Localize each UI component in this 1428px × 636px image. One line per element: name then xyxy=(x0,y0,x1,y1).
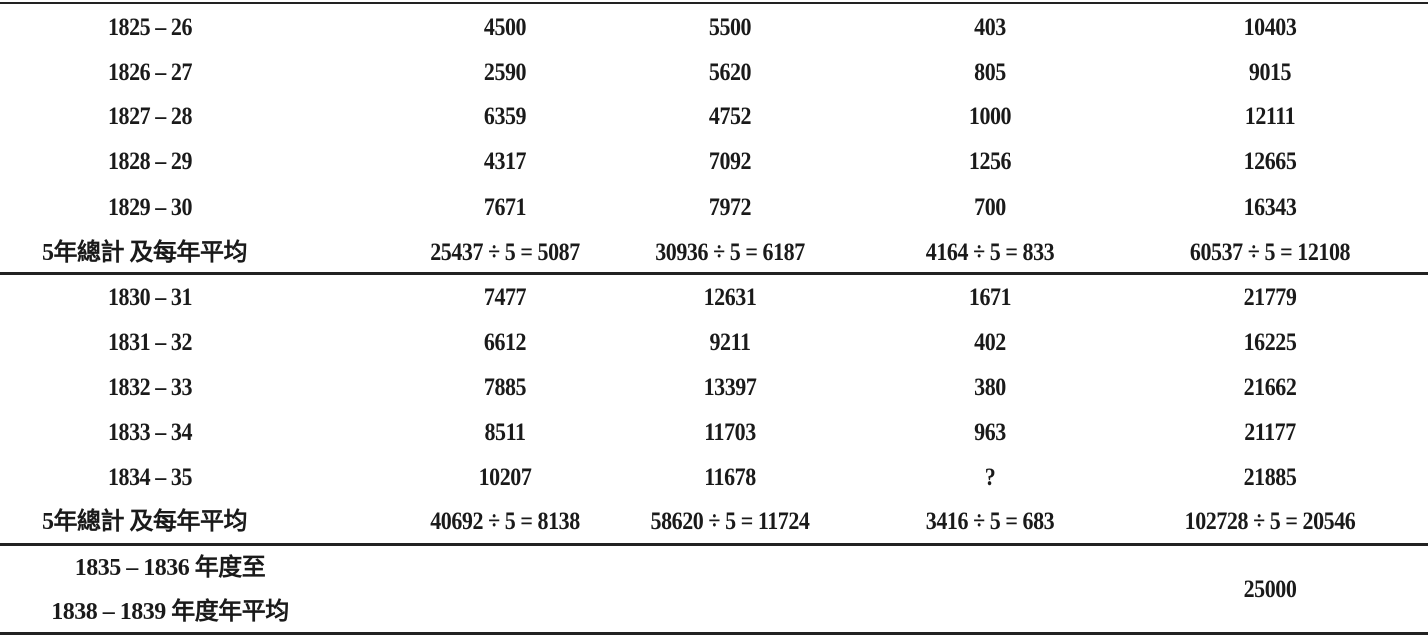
cell-col3: 380 xyxy=(974,374,1006,401)
summary-col1: 40692 ÷ 5 = 8138 xyxy=(430,508,580,535)
cell-col1: 2590 xyxy=(483,59,527,86)
cell-col1: 7885 xyxy=(483,374,527,401)
table-row: 1833 – 34 8511 11703 963 21177 xyxy=(0,411,1428,455)
cell-col2: 5500 xyxy=(708,14,752,41)
cell-total: 21885 xyxy=(1243,464,1297,491)
cell-year: 1834 – 35 xyxy=(107,464,193,491)
top-rule xyxy=(0,2,1428,4)
table-row: 1831 – 32 6612 9211 402 16225 xyxy=(0,321,1428,365)
cell-col3: ? xyxy=(984,464,996,491)
cell-year: 1828 – 29 xyxy=(107,148,193,175)
cell-col1: 10207 xyxy=(478,464,532,491)
cell-total: 12665 xyxy=(1243,148,1297,175)
cell-col2: 5620 xyxy=(708,59,752,86)
cell-col3: 402 xyxy=(974,329,1006,356)
cell-col3: 1256 xyxy=(968,148,1012,175)
bottom-rule xyxy=(0,632,1428,635)
table-row: 1825 – 26 4500 5500 403 10403 xyxy=(0,6,1428,50)
cell-col3: 403 xyxy=(974,14,1006,41)
summary-col3: 4164 ÷ 5 = 833 xyxy=(925,239,1055,266)
table-row: 1834 – 35 10207 11678? 21885 xyxy=(0,456,1428,500)
cell-total: 21779 xyxy=(1243,284,1297,311)
cell-col1: 4317 xyxy=(483,148,527,175)
cell-col1: 6359 xyxy=(483,103,527,130)
mid-rule-1 xyxy=(0,272,1428,275)
final-label-line1: 1835 – 1836 年度至 xyxy=(74,555,266,581)
final-row: 1835 – 1836 年度至 1838 – 1839 年度年平均 25000 xyxy=(0,546,1428,634)
cell-col2: 9211 xyxy=(709,329,751,356)
cell-col2: 7092 xyxy=(708,148,752,175)
summary-year: 5年總計 及每年平均 xyxy=(42,240,248,266)
cell-year: 1831 – 32 xyxy=(107,329,193,356)
cell-col3: 805 xyxy=(974,59,1006,86)
cell-total: 16343 xyxy=(1243,194,1297,221)
summary-col1: 25437 ÷ 5 = 5087 xyxy=(430,239,580,266)
cell-total: 21177 xyxy=(1244,419,1296,446)
cell-total: 9015 xyxy=(1248,59,1292,86)
cell-total: 21662 xyxy=(1243,374,1297,401)
table-row: 1829 – 30 7671 7972 700 16343 xyxy=(0,186,1428,230)
cell-year: 1832 – 33 xyxy=(107,374,193,401)
summary-row: 5年總計 及每年平均 25437 ÷ 5 = 5087 30936 ÷ 5 = 61… xyxy=(0,231,1428,275)
cell-col1: 7671 xyxy=(483,194,527,221)
mid-rule-2 xyxy=(0,543,1428,546)
table-row: 1830 – 31 7477 12631 1671 21779 xyxy=(0,276,1428,320)
cell-year: 1833 – 34 xyxy=(107,419,193,446)
cell-year: 1829 – 30 xyxy=(107,194,193,221)
cell-col3: 1000 xyxy=(968,103,1012,130)
cell-total: 12111 xyxy=(1244,103,1296,130)
cell-col1: 6612 xyxy=(483,329,527,356)
summary-total: 60537 ÷ 5 = 12108 xyxy=(1189,239,1351,266)
cell-col1: 4500 xyxy=(483,14,527,41)
cell-col1: 8511 xyxy=(484,419,526,446)
table-row: 1826 – 27 2590 5620 805 9015 xyxy=(0,51,1428,95)
table-row: 1827 – 28 6359 4752 1000 12111 xyxy=(0,95,1428,139)
cell-year: 1830 – 31 xyxy=(107,284,193,311)
cell-col2: 13397 xyxy=(703,374,757,401)
table-row: 1832 – 33 7885 13397 380 21662 xyxy=(0,366,1428,410)
summary-col3: 3416 ÷ 5 = 683 xyxy=(925,508,1055,535)
table-row: 1828 – 29 4317 7092 1256 12665 xyxy=(0,140,1428,184)
summary-year: 5年總計 及每年平均 xyxy=(42,509,248,535)
cell-col2: 12631 xyxy=(703,284,757,311)
cell-col2: 11678 xyxy=(704,464,756,491)
cell-col1: 7477 xyxy=(483,284,527,311)
cell-col3: 700 xyxy=(974,194,1006,221)
final-total: 25000 xyxy=(1243,576,1297,603)
summary-col2: 58620 ÷ 5 = 11724 xyxy=(650,508,810,535)
summary-row: 5年總計 及每年平均 40692 ÷ 5 = 8138 58620 ÷ 5 = 11… xyxy=(0,500,1428,544)
summary-col2: 30936 ÷ 5 = 6187 xyxy=(655,239,805,266)
cell-total: 10403 xyxy=(1243,14,1297,41)
cell-year: 1827 – 28 xyxy=(107,103,193,130)
cell-col2: 7972 xyxy=(708,194,752,221)
final-label-line2: 1838 – 1839 年度年平均 xyxy=(51,599,289,625)
summary-total: 102728 ÷ 5 = 20546 xyxy=(1184,508,1356,535)
cell-year: 1826 – 27 xyxy=(107,59,193,86)
cell-col3: 1671 xyxy=(968,284,1012,311)
cell-col3: 963 xyxy=(974,419,1006,446)
cell-year: 1825 – 26 xyxy=(107,14,193,41)
cell-total: 16225 xyxy=(1243,329,1297,356)
cell-col2: 11703 xyxy=(704,419,756,446)
cell-col2: 4752 xyxy=(708,103,752,130)
